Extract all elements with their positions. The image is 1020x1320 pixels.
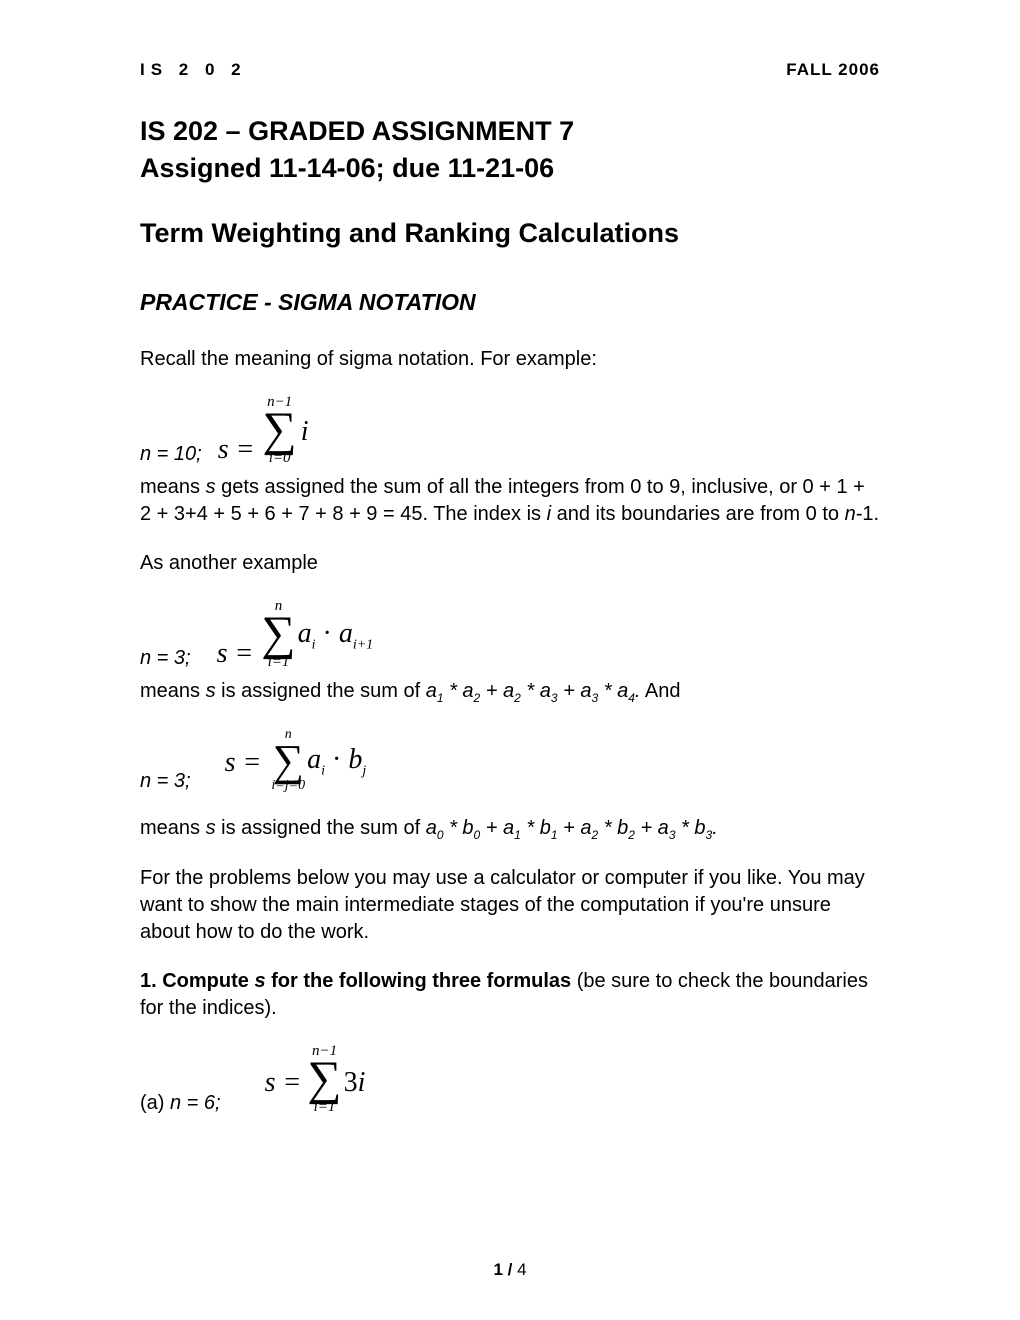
eq1-body: i [301, 416, 309, 448]
para-5: means s is assigned the sum of a0 * b0 +… [140, 815, 880, 843]
question-1: 1. Compute s for the following three for… [140, 968, 880, 1022]
eq1-n: n = 10; [140, 443, 202, 466]
title-line1: IS 202 – GRADED ASSIGNMENT 7 [140, 116, 880, 147]
equation-2: n = 3; s = n ∑ i=1 ai · ai+1 [140, 599, 880, 670]
equation-3: n = 3; s = n ∑ i=j=0 ai · bj [140, 728, 880, 793]
equation-a: (a) n = 6; s = n−1 ∑ i=1 3i [140, 1044, 880, 1115]
header-right: FALL 2006 [786, 60, 880, 80]
eq3-n: n = 3; [140, 770, 191, 793]
sigma-icon: n−1 ∑ i=1 [307, 1044, 341, 1115]
eq2-n: n = 3; [140, 647, 191, 670]
eqa-label: (a) n = 6; [140, 1092, 221, 1115]
page: IS 2 0 2 FALL 2006 IS 202 – GRADED ASSIG… [0, 0, 1020, 1320]
eq3-body: ai · bj [307, 744, 366, 780]
page-header: IS 2 0 2 FALL 2006 [140, 60, 880, 80]
eq1-seq: s = [218, 434, 255, 466]
eqa-body: 3i [344, 1067, 366, 1099]
eq2-seq: s = [217, 638, 254, 670]
eq3-seq: s = [225, 747, 262, 779]
sigma-icon: n ∑ i=j=0 [271, 728, 305, 793]
para-intro: Recall the meaning of sigma notation. Fo… [140, 346, 880, 373]
title-line2: Assigned 11-14-06; due 11-21-06 [140, 153, 880, 184]
subtitle: Term Weighting and Ranking Calculations [140, 218, 880, 249]
eq2-body: ai · ai+1 [298, 618, 374, 654]
para-3: As another example [140, 550, 880, 577]
para-4: means s is assigned the sum of a1 * a2 +… [140, 678, 880, 706]
sigma-icon: n ∑ i=1 [261, 599, 295, 670]
sigma-icon: n−1 ∑ i=0 [263, 395, 297, 466]
section-heading: PRACTICE - SIGMA NOTATION [140, 289, 880, 316]
para-6: For the problems below you may use a cal… [140, 865, 880, 946]
eqa-seq: s = [265, 1067, 302, 1099]
header-left: IS 2 0 2 [140, 60, 247, 80]
page-footer: 1 / 4 [0, 1260, 1020, 1280]
para-2: means s gets assigned the sum of all the… [140, 474, 880, 528]
equation-1: n = 10; s = n−1 ∑ i=0 i [140, 395, 880, 466]
